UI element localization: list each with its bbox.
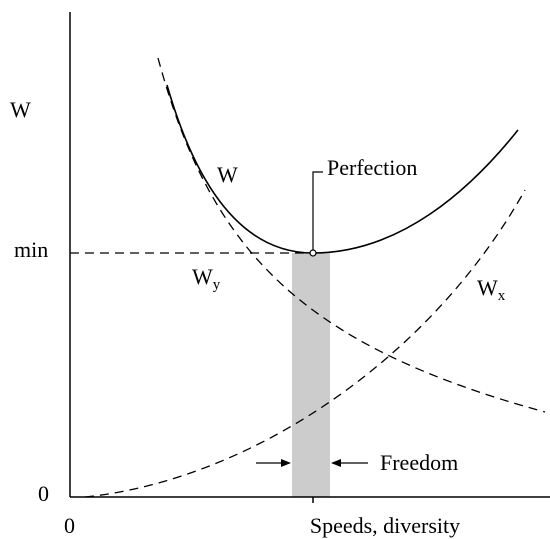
arrow-left-head [281,459,291,467]
wy-sub: y [213,277,221,293]
wy-curve-label: Wy [192,264,221,293]
optimum-point [309,249,317,257]
wy-curve [157,57,546,413]
perfection-leader [312,171,323,253]
wx-main: W [477,275,498,300]
wx-curve-label: Wx [477,275,506,304]
wx-sub: x [498,288,506,304]
w-curve-label: W [217,162,238,187]
y-axis-label: W [10,97,31,122]
freedom-band [292,253,330,497]
min-label: min [14,237,48,262]
wy-main: W [192,264,213,289]
x-axis-label: Speeds, diversity [310,513,460,538]
y-zero-label: 0 [38,481,49,506]
arrow-right-head [331,459,341,467]
x-zero-label: 0 [64,513,75,538]
perfection-label: Perfection [327,155,417,180]
freedom-label: Freedom [380,450,458,475]
